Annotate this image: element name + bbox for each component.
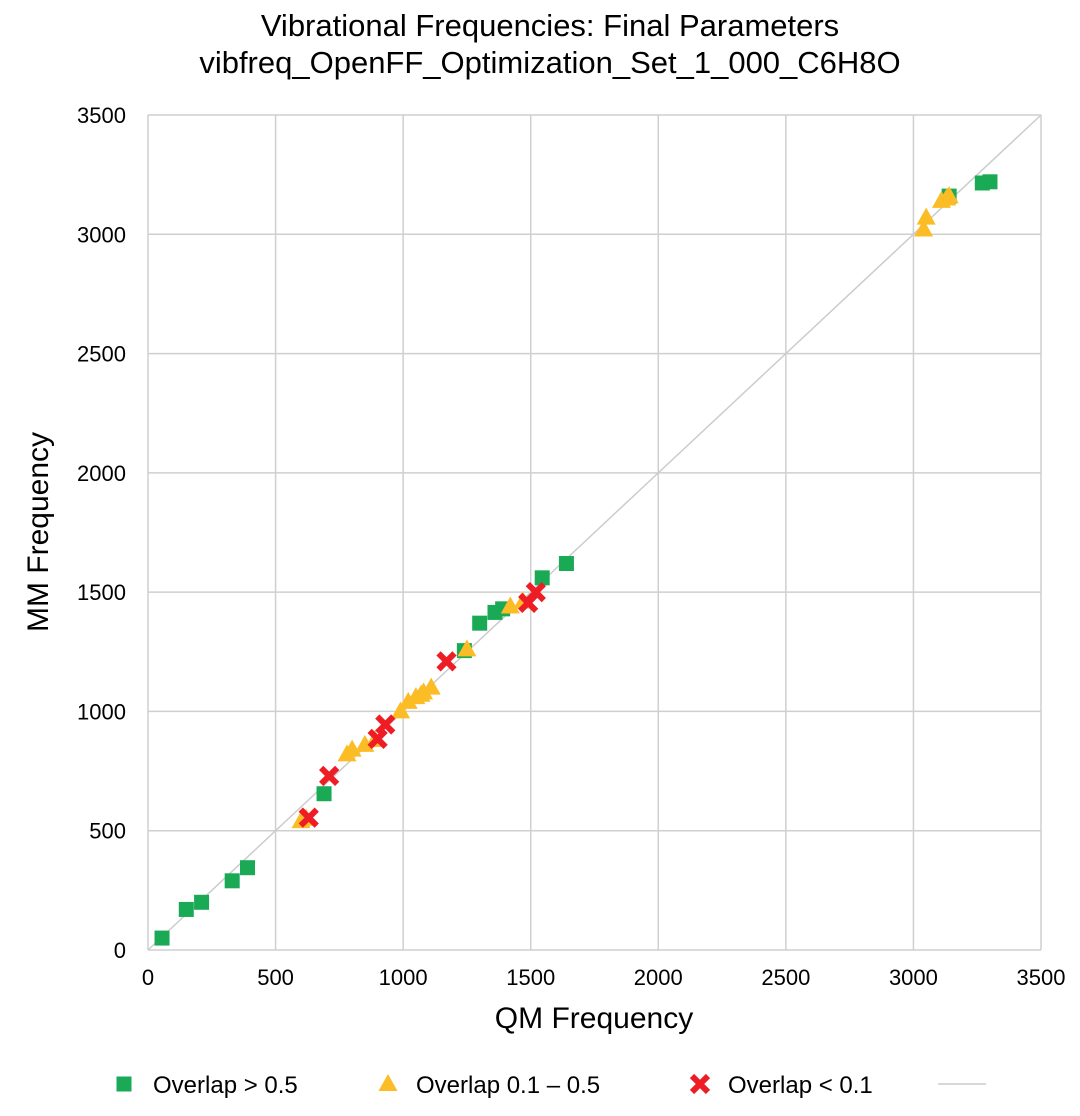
- x-axis-label: QM Frequency: [495, 1002, 693, 1035]
- point-x-3: [375, 714, 396, 735]
- x-tick-label-1: 500: [257, 965, 294, 990]
- point-x-6: [525, 582, 546, 603]
- point-triangle-12: [457, 639, 477, 657]
- point-triangle-11: [421, 677, 441, 695]
- point-triangle-13: [500, 596, 520, 614]
- x-tick-label-7: 3500: [1017, 965, 1066, 990]
- legend-marker-x: [689, 1073, 711, 1095]
- y-tick-label-4: 2000: [77, 461, 126, 486]
- legend-marker-square: [116, 1076, 132, 1092]
- legend: Overlap > 0.5 Overlap 0.1 – 0.5 Overlap < …: [116, 1072, 986, 1099]
- point-square-2: [194, 894, 210, 910]
- y-tick-label-7: 3500: [77, 103, 126, 128]
- point-x-4: [436, 651, 457, 672]
- point-triangle-15: [914, 219, 934, 237]
- point-triangle-7: [398, 691, 418, 709]
- y-tick-labels: 0 500 1000 1500 2000 2500 3000 3500: [77, 103, 126, 963]
- y-tick-label-2: 1000: [77, 699, 126, 724]
- point-triangle-16: [916, 207, 936, 225]
- x-tick-label-3: 1500: [506, 965, 555, 990]
- point-square-11: [558, 556, 574, 572]
- point-square-10: [534, 570, 550, 586]
- data-points: [154, 174, 998, 946]
- y-axis-label: MM Frequency: [22, 432, 55, 632]
- point-square-4: [240, 860, 256, 876]
- legend-label-2: Overlap < 0.1: [728, 1072, 873, 1099]
- chart-subtitle: vibfreq_OpenFF_Optimization_Set_1_000_C6…: [199, 45, 900, 80]
- y-tick-label-1: 500: [89, 819, 126, 844]
- chart-title: Vibrational Frequencies: Final Parameter…: [261, 8, 839, 43]
- point-triangle-6: [391, 701, 411, 719]
- y-tick-label-3: 1500: [77, 580, 126, 605]
- y-tick-label-5: 2500: [77, 342, 126, 367]
- point-x-0: [298, 807, 319, 828]
- legend-marker-triangle: [378, 1074, 398, 1091]
- reference-line-group: [147, 114, 1042, 951]
- x-tick-labels: 0 500 1000 1500 2000 2500 3000 3500: [142, 965, 1066, 990]
- x-tick-label-6: 3000: [889, 965, 938, 990]
- point-triangle-19: [939, 186, 959, 204]
- point-triangle-10: [414, 682, 434, 700]
- point-square-14: [982, 174, 998, 190]
- x-tick-label-2: 1000: [379, 965, 428, 990]
- point-x-1: [319, 765, 340, 786]
- point-x-2: [367, 728, 388, 749]
- y-tick-label-6: 3000: [77, 222, 126, 247]
- reference-line: [147, 114, 1042, 951]
- grid-lines: [147, 114, 1042, 951]
- legend-label-0: Overlap > 0.5: [153, 1072, 298, 1099]
- y-tick-label-0: 0: [114, 938, 126, 963]
- point-triangle-3: [342, 739, 362, 757]
- point-square-3: [224, 873, 240, 889]
- x-tick-label-0: 0: [142, 965, 154, 990]
- x-tick-label-5: 2500: [761, 965, 810, 990]
- point-square-5: [316, 786, 332, 802]
- x-tick-label-4: 2000: [634, 965, 683, 990]
- point-square-1: [178, 901, 194, 917]
- point-square-0: [154, 930, 170, 946]
- point-triangle-4: [355, 734, 375, 752]
- legend-label-1: Overlap 0.1 – 0.5: [416, 1072, 600, 1099]
- point-square-7: [472, 615, 488, 631]
